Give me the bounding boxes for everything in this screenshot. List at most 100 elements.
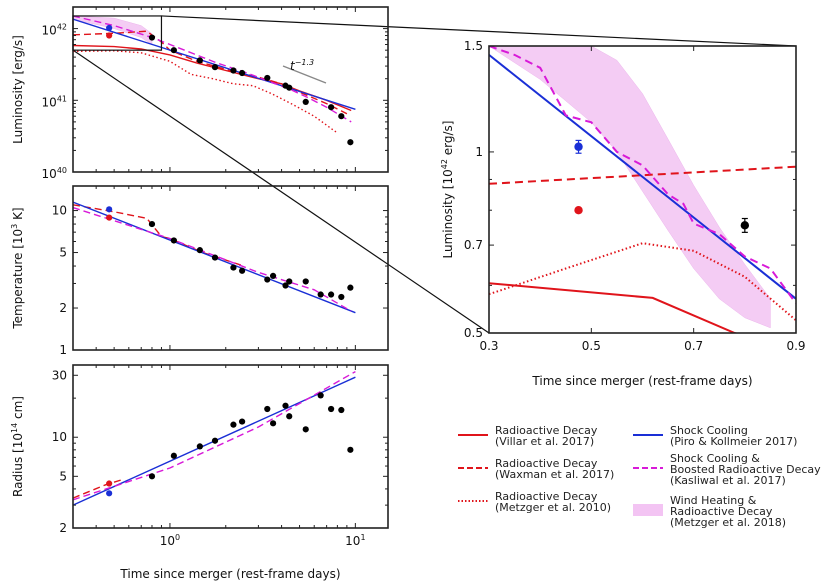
data-point-lum-13 bbox=[338, 113, 345, 120]
ytick-label-lum-0-exp: 40 bbox=[57, 166, 67, 175]
xtick-label-zoom-1: 0.5 bbox=[582, 339, 601, 353]
ytick-label-lum-2-base: 10 bbox=[42, 24, 57, 38]
plot-area-temp bbox=[73, 201, 356, 314]
xtick-label-rad-0: 100 bbox=[160, 533, 180, 548]
y-axis-label-lum: Luminosity [erg/s] bbox=[11, 35, 25, 144]
ytick-label-zoom-3: 1.5 bbox=[464, 39, 483, 53]
slope-annotation-base: t bbox=[290, 59, 296, 73]
data-point-temp-14 bbox=[328, 291, 335, 298]
data-point-zoom-2 bbox=[740, 221, 750, 230]
data-point-temp-13 bbox=[317, 291, 324, 298]
y-axis-label-rad: Radius [1014 cm] bbox=[10, 396, 25, 497]
data-point-zoom-1 bbox=[574, 206, 583, 215]
ytick-label-lum-2-exp: 42 bbox=[57, 23, 67, 32]
legend-item-villar: Radioactive Decay(Villar et al. 2017) bbox=[458, 424, 598, 448]
data-point-temp-15 bbox=[338, 293, 345, 301]
y-axis-label-zoom: Luminosity [1042 erg/s] bbox=[440, 121, 455, 259]
data-point-temp-7 bbox=[238, 267, 246, 274]
data-point-rad-15 bbox=[338, 406, 345, 414]
y-axis-label-text: Luminosity [erg/s] bbox=[11, 35, 25, 144]
y-axis-label-text: Radius [10 bbox=[11, 433, 25, 497]
data-point-lum-2 bbox=[148, 34, 156, 41]
legend: Radioactive Decay(Villar et al. 2017) Rad… bbox=[458, 424, 821, 529]
legend-text-metzger2018-2: Radioactive Decay bbox=[670, 505, 773, 518]
legend-text-waxman-2: (Waxman et al. 2017) bbox=[495, 468, 614, 481]
data-point-temp-2 bbox=[148, 220, 156, 228]
axes-frame-temp bbox=[72, 185, 389, 351]
ytick-label-lum-2: 1042 bbox=[42, 23, 67, 38]
data-point-temp-5 bbox=[211, 254, 219, 261]
band-zoom bbox=[489, 46, 771, 329]
y-axis-label-tail: erg/s] bbox=[441, 121, 455, 160]
legend-text-piro-1: Shock Cooling bbox=[670, 424, 748, 437]
legend-item-kasliwal: Shock Cooling &Boosted Radioactive Decay… bbox=[633, 452, 821, 487]
xtick-label-rad-0-exp: 0 bbox=[175, 533, 180, 542]
data-point-lum-0 bbox=[106, 24, 113, 32]
xtick-label-zoom-2: 0.7 bbox=[684, 339, 703, 353]
data-point-lum-1 bbox=[106, 32, 113, 39]
legend-item-piro: Shock Cooling(Piro & Kollmeier 2017) bbox=[633, 424, 797, 448]
ytick-label-lum-0: 1040 bbox=[42, 166, 67, 181]
slope-annotation: t−1.3 bbox=[290, 58, 314, 73]
ytick-label-temp-2: 5 bbox=[59, 246, 67, 260]
legend-item-waxman: Radioactive Decay(Waxman et al. 2017) bbox=[458, 457, 614, 481]
data-point-lum-5 bbox=[211, 64, 219, 71]
data-point-rad-5 bbox=[211, 437, 219, 444]
ytick-label-rad-3: 30 bbox=[52, 368, 67, 382]
data-point-lum-7 bbox=[238, 69, 246, 77]
axes-frame-rad bbox=[72, 364, 389, 529]
legend-text-waxman-1: Radioactive Decay bbox=[495, 457, 598, 470]
data-point-lum-3 bbox=[170, 47, 177, 54]
ytick-label-lum-1-exp: 41 bbox=[57, 94, 67, 103]
xtick-label-zoom-3: 0.9 bbox=[786, 339, 805, 353]
data-point-temp-0 bbox=[106, 206, 113, 213]
data-point-rad-4 bbox=[196, 443, 203, 450]
y-axis-label-exp: 42 bbox=[440, 159, 449, 169]
zoom-connector-lines bbox=[72, 15, 797, 334]
xtick-label-zoom-0: 0.3 bbox=[479, 339, 498, 353]
legend-text-metzger2018-1: Wind Heating & bbox=[670, 494, 757, 507]
xtick-label-rad-1-exp: 1 bbox=[360, 533, 365, 542]
ytick-label-lum-1: 1041 bbox=[42, 94, 67, 109]
legend-text-kasliwal-1: Shock Cooling & bbox=[670, 452, 760, 465]
legend-text-metzger2010-1: Radioactive Decay bbox=[495, 490, 598, 503]
legend-text-kasliwal-2: Boosted Radioactive Decay bbox=[670, 463, 821, 476]
data-point-rad-14 bbox=[328, 405, 335, 413]
data-point-temp-6 bbox=[230, 264, 237, 271]
series-line-rad-2 bbox=[73, 370, 356, 501]
legend-text-metzger2018-3: (Metzger et al. 2018) bbox=[670, 516, 786, 529]
x-axis-label-rad: Time since merger (rest-frame days) bbox=[119, 567, 340, 581]
data-point-zoom-0 bbox=[574, 142, 583, 151]
data-point-temp-4 bbox=[196, 247, 203, 254]
plot-area-rad bbox=[73, 370, 356, 506]
y-axis-label-tail: cm] bbox=[11, 396, 25, 423]
plot-area-zoom bbox=[489, 46, 796, 333]
ytick-label-zoom-2: 1 bbox=[475, 145, 483, 159]
data-point-temp-12 bbox=[302, 278, 309, 285]
legend-text-kasliwal-3: (Kasliwal et al. 2017) bbox=[670, 474, 786, 487]
data-point-temp-10 bbox=[282, 282, 289, 289]
series-line-zoom-0 bbox=[489, 282, 739, 333]
data-point-rad-6 bbox=[230, 421, 237, 428]
ytick-label-temp-3: 10 bbox=[52, 204, 67, 218]
legend-item-metzger2010: Radioactive Decay(Metzger et al. 2010) bbox=[458, 490, 611, 514]
data-point-temp-3 bbox=[170, 237, 177, 244]
data-point-lum-12 bbox=[328, 104, 335, 111]
ytick-label-temp-1: 2 bbox=[59, 301, 67, 315]
data-point-rad-2 bbox=[148, 473, 156, 480]
legend-text-piro-2: (Piro & Kollmeier 2017) bbox=[670, 435, 797, 448]
data-point-lum-4 bbox=[196, 57, 203, 64]
panel-temp: 1 2 5 10 Temperature [103 K] bbox=[10, 185, 389, 357]
axes-frame-lum bbox=[72, 6, 389, 173]
data-point-lum-10 bbox=[286, 84, 293, 91]
series-line-temp-2 bbox=[73, 206, 352, 312]
plot-area-lum bbox=[73, 15, 356, 146]
data-point-rad-9 bbox=[269, 420, 277, 427]
data-point-rad-7 bbox=[238, 418, 246, 425]
xtick-label-rad-1: 101 bbox=[345, 533, 365, 548]
y-axis-label-tail: K] bbox=[11, 207, 25, 223]
ytick-label-lum-0-base: 10 bbox=[42, 167, 57, 181]
